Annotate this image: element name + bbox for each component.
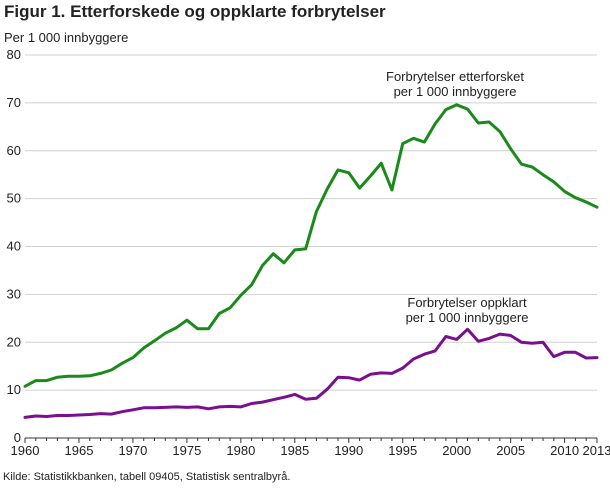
series-line-2 (23, 327, 599, 419)
x-tick-label: 2000 (442, 443, 471, 458)
x-tick-label: 1965 (65, 443, 94, 458)
series-annotation-2: Forbrytelser oppklart (407, 295, 527, 310)
x-tick-label: 2010 (550, 443, 579, 458)
x-tick-label: 1990 (334, 443, 363, 458)
series-line-1 (23, 103, 599, 388)
x-tick-label: 2005 (496, 443, 525, 458)
chart-title: Figur 1. Etterforskede og oppklarte forb… (4, 2, 386, 21)
y-tick-label: 30 (7, 286, 21, 301)
y-tick-label: 60 (7, 143, 21, 158)
y-tick-label: 40 (7, 239, 21, 254)
y-tick-label: 10 (7, 382, 21, 397)
x-tick-label: 2013 (583, 443, 610, 458)
series-annotation-1: per 1 000 innbyggere (394, 84, 517, 99)
y-axis-unit-label: Per 1 000 innbyggere (4, 30, 129, 45)
x-tick-label: 1975 (172, 443, 201, 458)
x-tick-label: 1995 (388, 443, 417, 458)
x-tick-label: 1985 (280, 443, 309, 458)
y-tick-label: 20 (7, 334, 21, 349)
x-tick-label: 1980 (226, 443, 255, 458)
x-tick-label: 1970 (118, 443, 147, 458)
series-annotation-2: per 1 000 innbyggere (406, 310, 529, 325)
y-tick-label: 70 (7, 95, 21, 110)
y-tick-label: 0 (14, 430, 21, 445)
source-note: Kilde: Statistikkbanken, tabell 09405, S… (3, 471, 291, 483)
y-tick-label: 50 (7, 191, 21, 206)
series-annotation-1: Forbrytelser etterforsket (386, 69, 524, 84)
y-tick-label: 80 (7, 47, 21, 62)
x-tick-label: 1960 (11, 443, 40, 458)
